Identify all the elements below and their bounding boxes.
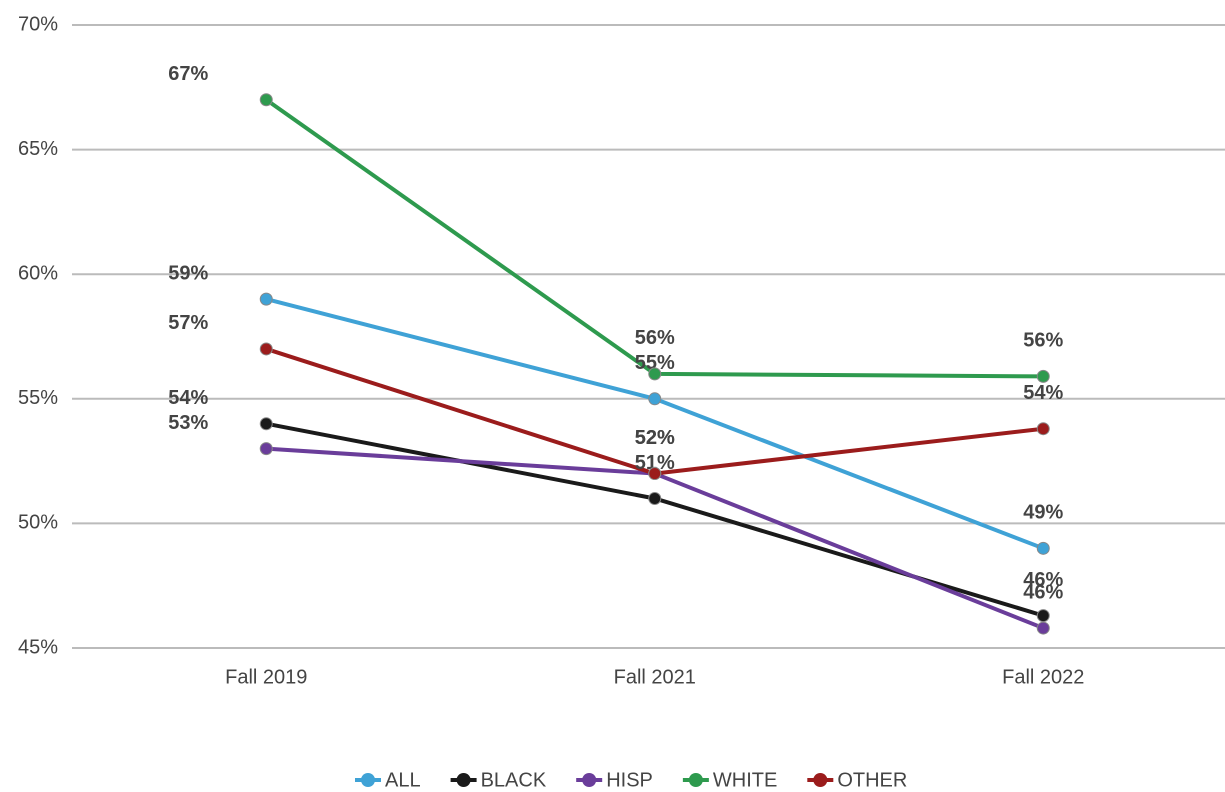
data-label: 46% (1023, 569, 1063, 591)
data-label: 52% (635, 427, 675, 449)
data-point (648, 367, 662, 381)
data-label: 54% (168, 387, 208, 409)
data-label: 53% (168, 412, 208, 434)
y-tick-label: 70% (18, 13, 58, 35)
y-tick-label: 50% (18, 512, 58, 534)
data-label: 57% (168, 312, 208, 334)
legend-label: ALL (385, 769, 421, 791)
data-label: 55% (635, 352, 675, 374)
legend-marker (582, 773, 597, 787)
data-point (259, 442, 273, 456)
data-label: 59% (168, 262, 208, 284)
data-label: 56% (635, 327, 675, 349)
legend-marker (361, 773, 375, 787)
data-point (259, 342, 273, 356)
data-label: 52% (635, 427, 675, 449)
y-tick-label: 65% (18, 138, 58, 160)
data-point (259, 93, 273, 107)
legend-label: BLACK (481, 769, 547, 791)
data-label: 54% (1023, 382, 1063, 404)
y-tick-label: 45% (18, 636, 58, 658)
data-point (648, 491, 662, 505)
data-point (648, 467, 662, 481)
data-point (1036, 609, 1050, 623)
data-point (259, 292, 273, 306)
legend-marker (688, 773, 703, 787)
data-point (1036, 369, 1050, 383)
data-label: 49% (1023, 502, 1063, 524)
data-point (1036, 541, 1050, 555)
data-label: 67% (168, 63, 208, 85)
data-point (648, 392, 662, 406)
legend-marker (456, 773, 471, 787)
x-tick-label: Fall 2019 (225, 666, 307, 688)
data-label: 51% (635, 452, 675, 474)
legend-label: OTHER (837, 769, 907, 791)
legend-label: HISP (606, 769, 653, 791)
data-point (1036, 422, 1050, 436)
data-label: 56% (1023, 330, 1063, 352)
x-tick-label: Fall 2021 (614, 666, 696, 688)
x-tick-label: Fall 2022 (1002, 666, 1084, 688)
data-label: 46% (1023, 581, 1063, 603)
data-point (1036, 621, 1050, 635)
legend-marker (813, 773, 828, 787)
legend-label: WHITE (713, 769, 777, 791)
y-tick-label: 55% (18, 387, 58, 409)
y-tick-label: 60% (18, 262, 58, 284)
data-point (259, 417, 273, 431)
